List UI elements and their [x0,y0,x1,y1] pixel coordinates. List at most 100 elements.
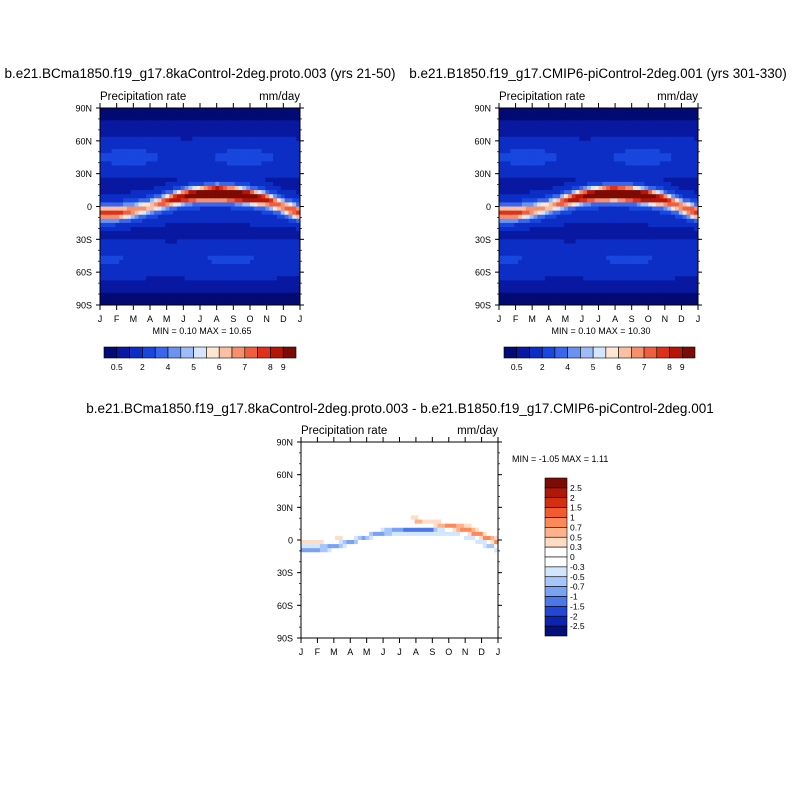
heatmap-cell [177,153,181,158]
heatmap-cell [583,248,587,253]
heatmap-cell [238,223,242,228]
heatmap-cell [100,280,104,285]
heatmap-cell [208,116,212,121]
heatmap-cell [127,256,131,261]
heatmap-cell [637,108,641,113]
heatmap-cell [648,153,652,158]
heatmap-cell [138,190,142,195]
heatmap-cell [610,231,614,236]
heatmap-cell [285,129,289,134]
heatmap-cell [146,219,150,224]
heatmap-cell [549,198,553,203]
heatmap-cell [258,129,262,134]
heatmap-cell [292,190,296,195]
heatmap-cell [591,161,595,166]
heatmap-cell [652,116,656,121]
heatmap-cell [621,268,625,273]
heatmap-cell [564,264,568,269]
heatmap-cell [177,190,181,195]
heatmap-cell [499,243,503,248]
heatmap-cell [285,178,289,183]
heatmap-cell [671,112,675,117]
heatmap-cell [644,227,648,232]
heatmap-cell [610,170,614,175]
heatmap-cell [250,157,254,162]
heatmap-cell [185,202,189,207]
heatmap-cell [112,211,116,216]
heatmap-cell [541,248,545,253]
heatmap-cell [288,149,292,154]
heatmap-cell [675,120,679,125]
heatmap-cell [606,174,610,179]
heatmap-cell [679,120,683,125]
heatmap-cell [629,243,633,248]
heatmap-cell [242,202,246,207]
heatmap-cell [568,284,572,289]
heatmap-cell [518,133,522,138]
heatmap-cell [200,161,204,166]
heatmap-cell [262,272,266,277]
heatmap-cell [169,264,173,269]
heatmap-cell [602,161,606,166]
heatmap-cell [648,141,652,146]
heatmap-cell [618,223,622,228]
heatmap-cell [158,124,162,129]
heatmap-cell [181,190,185,195]
heatmap-cell [142,108,146,113]
heatmap-cell [119,235,123,240]
heatmap-cell [104,137,108,142]
heatmap-cell [192,161,196,166]
heatmap-cell [188,248,192,253]
heatmap-cell [227,120,231,125]
heatmap-cell [135,170,139,175]
heatmap-cell [510,120,514,125]
heatmap-cell [576,219,580,224]
heatmap-cell [162,289,166,294]
heatmap-cell [100,108,104,113]
heatmap-cell [262,280,266,285]
heatmap-cell [629,198,633,203]
heatmap-cell [564,256,568,261]
heatmap-cell [135,124,139,129]
heatmap-cell [135,256,139,261]
heatmap-cell [610,297,614,302]
heatmap-cell [212,260,216,265]
heatmap-cell [652,178,656,183]
heatmap-cell [250,284,254,289]
heatmap-cell [583,268,587,273]
heatmap-cell [223,112,227,117]
heatmap-cell [223,235,227,240]
heatmap-cell [104,293,108,298]
heatmap-cell [135,174,139,179]
heatmap-cell [510,297,514,302]
heatmap-cell [572,149,576,154]
heatmap-cell [288,243,292,248]
heatmap-cell [576,174,580,179]
heatmap-cell [553,178,557,183]
heatmap-cell [292,293,296,298]
heatmap-cell [100,289,104,294]
heatmap-cell [583,116,587,121]
heatmap-cell [188,182,192,187]
heatmap-cell [104,256,108,261]
heatmap-cell [181,182,185,187]
heatmap-cell [269,190,273,195]
heatmap-cell [292,170,296,175]
heatmap-cell [671,202,675,207]
heatmap-cell [549,174,553,179]
heatmap-cell [158,248,162,253]
heatmap-cell [196,178,200,183]
heatmap-cell [181,256,185,261]
heatmap-cell [675,202,679,207]
heatmap-cell [212,280,216,285]
heatmap-cell [192,280,196,285]
heatmap-cell [104,202,108,207]
heatmap-cell [238,141,242,146]
heatmap-cell [499,268,503,273]
heatmap-cell [587,194,591,199]
heatmap-cell [618,165,622,170]
heatmap-cell [215,231,219,236]
heatmap-cell [169,239,173,244]
heatmap-cell [200,120,204,125]
heatmap-cell [675,219,679,224]
